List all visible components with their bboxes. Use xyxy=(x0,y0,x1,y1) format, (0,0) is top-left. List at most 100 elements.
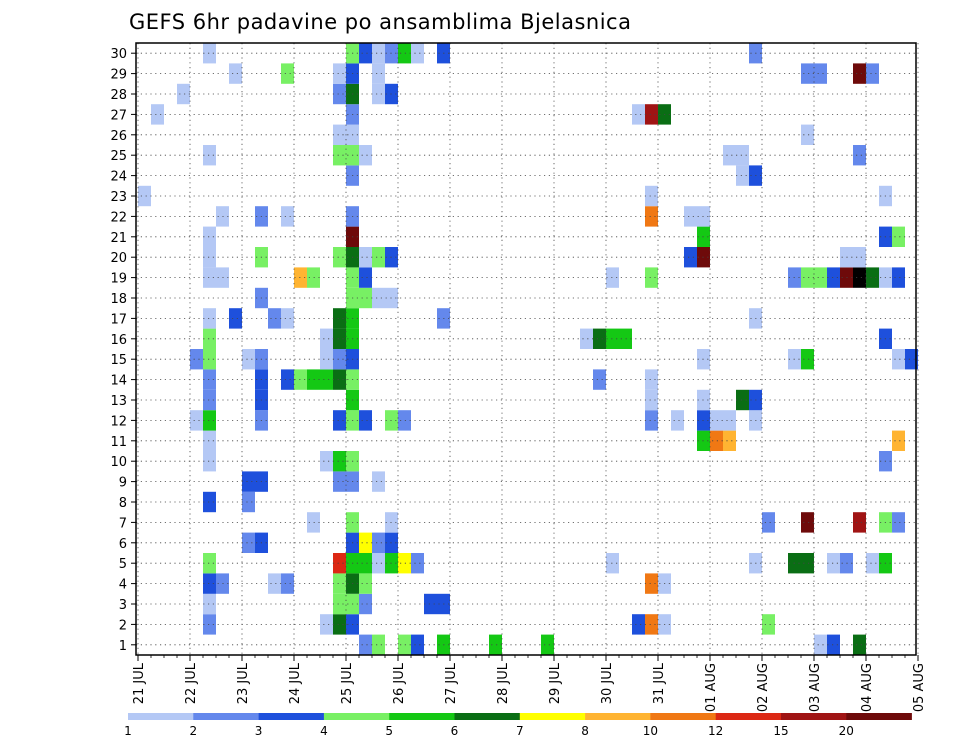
precip-cell xyxy=(827,553,840,574)
color-legend: 1 2 3 4 5 6 7 8 10 12 15 20 xyxy=(124,713,912,738)
precip-cell xyxy=(333,247,346,268)
x-tick-label: 21 JUL xyxy=(132,662,147,704)
precip-cell xyxy=(203,267,216,288)
precip-cell xyxy=(333,573,346,594)
precip-cell xyxy=(827,267,840,288)
x-tick-label: 05 AUG xyxy=(912,663,927,712)
legend-label: 1 xyxy=(124,724,132,738)
precip-cell xyxy=(203,389,216,411)
precip-cell xyxy=(203,226,216,247)
precip-cell xyxy=(320,451,333,472)
precip-cell xyxy=(762,512,775,533)
precip-cell xyxy=(333,553,346,574)
legend-swatch xyxy=(389,713,455,720)
legend-swatch xyxy=(585,713,651,720)
precip-cell xyxy=(359,573,372,594)
precip-cell xyxy=(723,430,736,451)
y-tick-label: 30 xyxy=(110,47,127,62)
precip-cell xyxy=(359,553,372,574)
precip-cell xyxy=(814,267,827,288)
y-tick-label: 6 xyxy=(119,537,127,552)
precip-cell xyxy=(710,410,723,431)
precip-cell xyxy=(801,124,814,145)
precip-cell xyxy=(268,308,281,329)
precip-cell xyxy=(892,267,905,288)
legend-label: 8 xyxy=(581,724,589,738)
y-tick-label: 11 xyxy=(110,435,127,450)
precip-cell xyxy=(333,451,346,472)
precip-cell xyxy=(359,532,372,553)
precip-cell xyxy=(372,83,385,105)
x-tick-label: 22 JUL xyxy=(184,662,199,704)
precip-cell xyxy=(242,471,255,492)
precip-cell xyxy=(424,593,437,615)
precip-cell xyxy=(203,614,216,635)
precip-cell xyxy=(632,104,645,125)
y-tick-label: 14 xyxy=(110,374,127,389)
precip-cell xyxy=(294,267,307,288)
legend-label: 5 xyxy=(385,724,393,738)
precip-cell xyxy=(762,614,775,635)
precip-cell xyxy=(281,206,294,227)
precip-cell xyxy=(541,634,554,655)
precip-cell xyxy=(333,83,346,105)
precip-cell xyxy=(801,512,814,533)
precip-cell xyxy=(853,145,866,166)
precip-cell xyxy=(203,349,216,370)
legend-swatch xyxy=(193,713,259,720)
precip-cell xyxy=(229,308,242,329)
precip-cell xyxy=(606,267,619,288)
precip-cell xyxy=(723,410,736,431)
precip-cell xyxy=(645,267,658,288)
precip-cell xyxy=(593,328,606,349)
legend-swatch xyxy=(454,713,521,720)
legend-label: 4 xyxy=(320,724,328,738)
precip-cell xyxy=(281,573,294,594)
precip-cell xyxy=(398,634,411,655)
precip-cell xyxy=(203,573,216,594)
y-axis: 1234567891011121314151617181920212223242… xyxy=(110,47,136,654)
y-tick-label: 19 xyxy=(110,272,127,287)
precip-cell xyxy=(203,410,216,431)
precip-cell xyxy=(320,349,333,370)
precip-cell xyxy=(892,349,905,370)
legend-label: 15 xyxy=(773,724,788,738)
legend-label: 3 xyxy=(255,724,263,738)
precip-cell xyxy=(359,267,372,288)
precip-cell xyxy=(359,43,372,64)
precip-cell xyxy=(333,471,346,492)
x-tick-label: 27 JUL xyxy=(444,662,459,704)
precip-cell xyxy=(203,491,216,513)
x-tick-label: 23 JUL xyxy=(236,662,251,704)
precip-cell xyxy=(203,451,216,472)
precip-cell xyxy=(866,63,879,84)
precip-cell xyxy=(307,369,320,390)
precip-cell xyxy=(606,328,619,349)
legend-swatch xyxy=(128,713,194,720)
x-axis: 21 JUL 22 JUL 23 JUL 24 JUL 25 JUL 26 JUL 27 J… xyxy=(132,655,927,712)
x-tick-label: 30 JUL xyxy=(600,662,615,704)
precip-cell xyxy=(333,145,346,166)
precip-cell xyxy=(372,532,385,553)
grid-lines xyxy=(136,43,919,655)
precip-cell xyxy=(359,634,372,655)
y-tick-label: 12 xyxy=(110,414,127,429)
precip-cell xyxy=(814,63,827,84)
precip-cell xyxy=(801,553,814,574)
legend-label: 2 xyxy=(189,724,197,738)
precip-cell xyxy=(411,43,424,64)
precip-cell xyxy=(333,349,346,370)
precip-cell xyxy=(710,430,723,451)
precip-cell xyxy=(242,491,255,513)
precip-cell xyxy=(606,553,619,574)
precip-cell xyxy=(203,43,216,64)
precip-cell xyxy=(333,614,346,635)
precip-cell xyxy=(190,410,203,431)
precip-cell xyxy=(814,634,827,655)
y-tick-label: 29 xyxy=(110,68,127,83)
precip-cell xyxy=(359,287,372,309)
precip-cell xyxy=(801,349,814,370)
precip-cell xyxy=(489,634,502,655)
x-tick-label: 25 JUL xyxy=(340,662,355,704)
legend-label: 7 xyxy=(516,724,524,738)
